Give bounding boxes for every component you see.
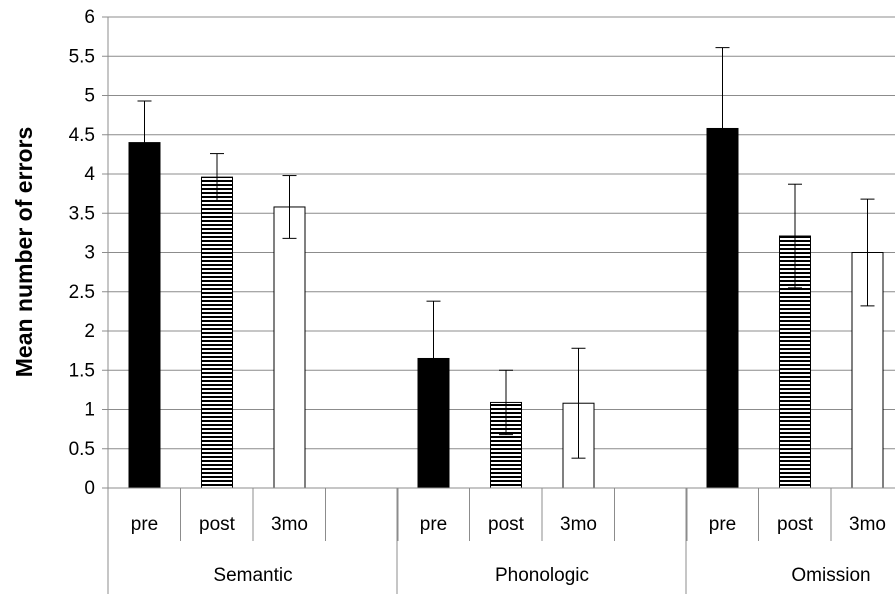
x-category-label: 3mo [271,514,308,535]
x-category-label: pre [420,514,447,535]
y-tick-label: 5.5 [69,46,95,67]
y-tick-label: 6 [84,7,95,28]
x-group-label: Phonologic [495,565,589,586]
x-category-label: pre [709,514,736,535]
y-tick-label: 1.5 [69,360,95,381]
y-axis-ticks: 0 0.5 1 1.5 2 2.5 3 3.5 4 4.5 5 5.5 6 [69,7,109,499]
y-tick-label: 4.5 [69,125,95,146]
x-category-label: post [199,514,236,535]
error-bars [137,47,875,459]
x-category-label: post [488,514,525,535]
y-tick-label: 3.5 [69,203,95,224]
x-group-label: Omission [791,565,870,586]
y-tick-label: 1 [84,400,95,421]
y-tick-label: 3 [84,243,95,264]
bar [273,206,306,489]
bars [128,127,884,489]
y-tick-label: 4 [84,164,95,185]
y-tick-label: 2 [84,321,95,342]
y-tick-label: 2.5 [69,282,95,303]
y-axis-label: Mean number of errors [11,127,37,378]
gridlines [108,16,895,489]
y-tick-label: 5 [84,86,95,107]
y-tick-label: 0.5 [69,439,95,460]
bar [128,142,161,489]
x-group-label: Semantic [213,565,292,586]
x-category-label: 3mo [849,514,886,535]
x-category-label: 3mo [560,514,597,535]
x-category-label: pre [131,514,158,535]
bar [201,176,233,489]
y-tick-label: 0 [84,478,95,499]
x-category-label: post [777,514,814,535]
x-axis: pre post 3mo Semantic pre post 3mo Phonologic pr… [107,487,895,594]
